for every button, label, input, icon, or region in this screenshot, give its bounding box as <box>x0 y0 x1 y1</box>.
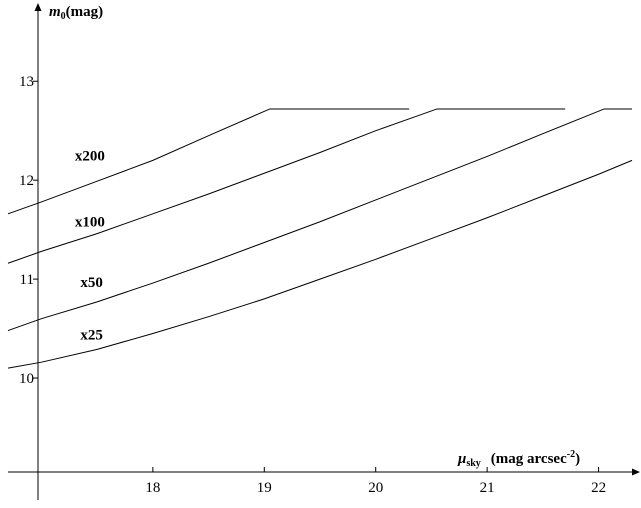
x-tick-label: 21 <box>480 480 495 496</box>
x-tick-label: 19 <box>257 480 272 496</box>
series-group <box>7 108 633 369</box>
x-tick-label: 20 <box>368 480 383 496</box>
y-ticks: 10 11 12 13 <box>19 74 38 387</box>
x-axis-title: μsky (mag arcsec-2) <box>457 449 580 469</box>
y-axis-arrow-icon <box>34 3 42 11</box>
y-tick-label: 12 <box>19 173 34 189</box>
y-axis-title: m0(mag) <box>49 4 103 22</box>
x-axis-arrow-icon <box>632 468 640 476</box>
axes <box>8 3 640 500</box>
series-line-x50 <box>7 108 632 332</box>
y-tick-label: 10 <box>19 371 34 387</box>
series-label-x50: x50 <box>80 275 103 291</box>
series-labels: x200 x100 x50 x25 <box>75 148 105 343</box>
series-label-x25: x25 <box>80 327 103 343</box>
y-tick-label: 13 <box>19 74 34 90</box>
series-line-x200 <box>7 108 410 215</box>
series-label-x100: x100 <box>75 215 105 231</box>
y-tick-label: 11 <box>20 272 34 288</box>
x-tick-label: 22 <box>591 480 606 496</box>
x-tick-label: 18 <box>145 480 160 496</box>
x-ticks: 18 19 20 21 22 <box>145 467 606 496</box>
series-label-x200: x200 <box>75 148 105 164</box>
series-line-x100 <box>7 108 566 264</box>
series-line-x25 <box>7 159 633 369</box>
